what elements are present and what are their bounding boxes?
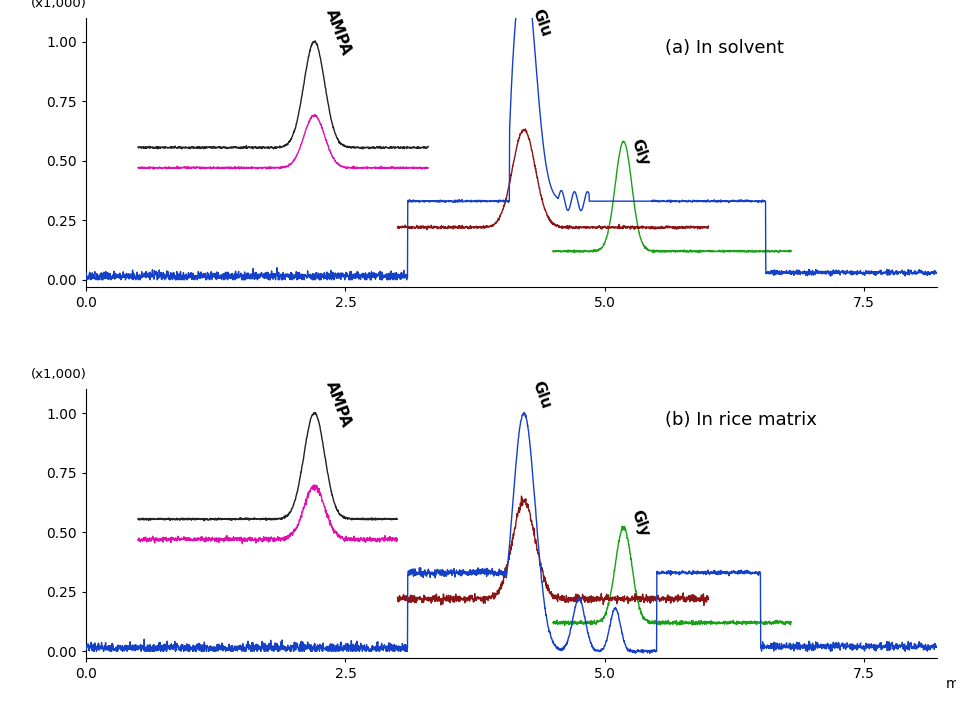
Text: Gly: Gly — [629, 508, 652, 539]
Text: (x1,000): (x1,000) — [31, 0, 87, 10]
Text: AMPA: AMPA — [322, 7, 354, 58]
Text: Glu: Glu — [529, 379, 553, 411]
Text: (x1,000): (x1,000) — [31, 368, 87, 381]
Text: AMPA: AMPA — [322, 379, 354, 429]
Text: min: min — [945, 678, 956, 691]
Text: Glu: Glu — [529, 7, 553, 39]
Text: Gly: Gly — [629, 137, 652, 168]
Text: (b) In rice matrix: (b) In rice matrix — [664, 411, 816, 429]
Text: (a) In solvent: (a) In solvent — [664, 39, 784, 57]
